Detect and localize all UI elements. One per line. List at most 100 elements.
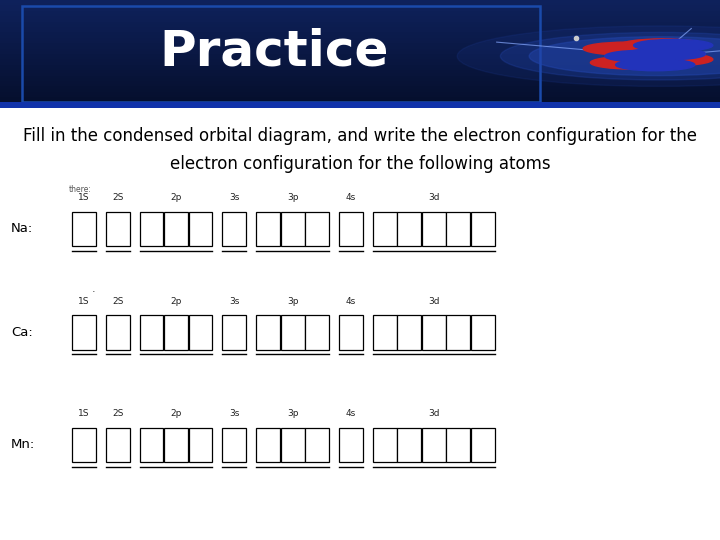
Circle shape	[457, 26, 720, 86]
Bar	[422, 428, 446, 462]
Text: Practice: Practice	[159, 28, 388, 76]
Bar	[471, 428, 495, 462]
Bar	[0, 86, 720, 89]
Bar	[0, 22, 720, 24]
Bar	[72, 315, 96, 350]
Text: ·: ·	[91, 287, 96, 296]
Bar	[446, 428, 470, 462]
Bar	[0, 62, 720, 65]
Bar	[0, 43, 720, 46]
Text: Ca:: Ca:	[11, 326, 32, 339]
Bar	[106, 212, 130, 246]
Bar	[373, 212, 397, 246]
Bar	[0, 3, 720, 5]
Bar	[339, 212, 363, 246]
Bar	[281, 428, 305, 462]
Text: 2p: 2p	[171, 409, 181, 418]
Text: 2p: 2p	[171, 297, 181, 306]
Bar	[140, 315, 163, 350]
Bar	[222, 315, 246, 350]
Bar	[0, 78, 720, 81]
Text: 3s: 3s	[229, 193, 240, 202]
Bar	[0, 68, 720, 70]
Bar	[0, 40, 720, 43]
Bar	[0, 100, 720, 103]
Bar	[0, 35, 720, 38]
Text: 2p: 2p	[171, 193, 181, 202]
Bar	[0, 49, 720, 51]
Bar	[373, 428, 397, 462]
Text: 3p: 3p	[287, 193, 298, 202]
Text: 1S: 1S	[78, 409, 89, 418]
Circle shape	[626, 53, 713, 66]
Bar	[0, 94, 720, 97]
Bar	[471, 212, 495, 246]
Bar	[0, 0, 720, 3]
Bar	[0, 32, 720, 35]
Text: Mn:: Mn:	[11, 438, 35, 451]
Bar	[256, 315, 280, 350]
Text: there:: there:	[68, 185, 91, 193]
Text: 2S: 2S	[112, 297, 123, 306]
Text: 3p: 3p	[287, 297, 298, 306]
Bar	[281, 212, 305, 246]
Bar	[0, 65, 720, 68]
Bar	[0, 57, 720, 59]
Bar	[0, 76, 720, 78]
Text: 4s: 4s	[346, 193, 356, 202]
Text: 3s: 3s	[229, 297, 240, 306]
Bar	[0, 59, 720, 62]
Text: 1S: 1S	[78, 297, 89, 306]
Bar	[397, 428, 421, 462]
Bar	[0, 11, 720, 14]
Text: Na:: Na:	[11, 222, 33, 235]
Bar	[72, 212, 96, 246]
Bar	[0, 51, 720, 54]
Circle shape	[605, 45, 691, 58]
Bar	[222, 212, 246, 246]
Bar	[0, 5, 720, 8]
Bar	[189, 212, 212, 246]
Bar	[0, 24, 720, 27]
Bar	[0, 92, 720, 94]
Circle shape	[529, 37, 720, 76]
Text: 3s: 3s	[229, 409, 240, 418]
Bar	[0, 54, 720, 57]
Bar	[256, 212, 280, 246]
Bar	[422, 315, 446, 350]
Bar	[339, 428, 363, 462]
Bar	[222, 428, 246, 462]
Text: electron configuration for the following atoms: electron configuration for the following…	[170, 155, 550, 173]
Text: Fill in the condensed orbital diagram, and write the electron configuration for : Fill in the condensed orbital diagram, a…	[23, 127, 697, 145]
Bar	[281, 315, 305, 350]
Circle shape	[605, 50, 684, 62]
Bar	[446, 315, 470, 350]
Circle shape	[616, 59, 695, 71]
Bar	[0, 8, 720, 11]
Bar	[305, 212, 329, 246]
Bar	[0, 38, 720, 40]
Text: 4s: 4s	[346, 409, 356, 418]
Bar	[189, 428, 212, 462]
Bar	[0, 102, 720, 108]
Text: 2S: 2S	[112, 409, 123, 418]
Bar	[446, 212, 470, 246]
Bar	[0, 81, 720, 84]
Circle shape	[634, 39, 713, 51]
Bar	[256, 428, 280, 462]
Bar	[0, 70, 720, 73]
Bar	[0, 19, 720, 22]
Circle shape	[583, 42, 670, 55]
Text: 4s: 4s	[346, 297, 356, 306]
Bar	[471, 315, 495, 350]
Text: 1S: 1S	[78, 193, 89, 202]
Bar	[0, 89, 720, 92]
Bar	[0, 46, 720, 49]
Bar	[0, 105, 720, 108]
Bar	[0, 84, 720, 86]
Text: 3d: 3d	[428, 409, 439, 418]
Text: 3p: 3p	[287, 409, 298, 418]
Bar	[72, 428, 96, 462]
Bar	[140, 428, 163, 462]
Bar	[397, 212, 421, 246]
